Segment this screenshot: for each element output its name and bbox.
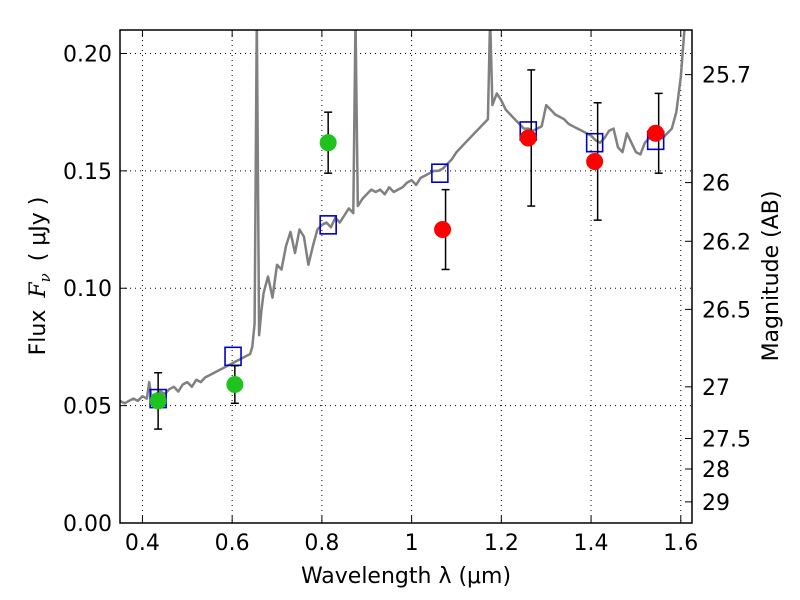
plot-frame xyxy=(119,29,693,524)
nir-point-2 xyxy=(586,152,604,170)
optical-point-0 xyxy=(149,392,167,410)
mag-tick-label-6: 28 xyxy=(702,458,730,483)
ticks-layer: 0.4 0.6 0.8 1 1.2 1.4 1.6 0.00 0.05 0.10 0.15 0.20 2… xyxy=(63,30,751,556)
nir-point-0 xyxy=(434,221,452,239)
y-tick-label-4: 0.20 xyxy=(63,42,112,67)
y-axis-label-right: Magnitude (AB) xyxy=(759,191,784,362)
plot-layer xyxy=(120,30,686,430)
model-square-2 xyxy=(319,215,337,235)
mag-tick-label-0: 25.7 xyxy=(702,64,751,89)
grid-layer xyxy=(120,30,692,524)
y-axis-label-left: FluxFν( μJy ) xyxy=(26,197,54,356)
y-tick-label-0: 0.00 xyxy=(63,512,112,537)
x-tick-label-3: 1 xyxy=(405,531,419,556)
mag-tick-label-1: 26 xyxy=(702,172,730,197)
x-tick-label-6: 1.6 xyxy=(663,531,698,556)
model-square-5 xyxy=(585,132,604,153)
x-tick-label-0: 0.4 xyxy=(125,531,160,556)
model-square-3 xyxy=(431,163,449,184)
mag-tick-label-5: 27.5 xyxy=(702,427,751,452)
y-tick-label-1: 0.05 xyxy=(63,395,112,420)
y-tick-label-3: 0.15 xyxy=(63,160,112,185)
optical-point-2 xyxy=(319,134,337,152)
x-tick-label-1: 0.6 xyxy=(215,531,250,556)
x-axis-label: Wavelength λ (μm) xyxy=(301,564,511,589)
mag-tick-label-7: 29 xyxy=(702,491,730,516)
nir-point-1 xyxy=(519,129,537,147)
mag-tick-label-2: 26.2 xyxy=(702,230,751,255)
x-tick-label-2: 0.8 xyxy=(304,531,339,556)
nir-point-3 xyxy=(647,124,665,142)
mag-tick-label-4: 27 xyxy=(702,376,730,401)
spectrum-line xyxy=(120,30,686,405)
x-tick-label-5: 1.4 xyxy=(574,531,609,556)
optical-point-1 xyxy=(226,375,244,393)
y-tick-label-2: 0.10 xyxy=(63,277,112,302)
clipped-series xyxy=(120,30,686,430)
x-tick-label-4: 1.2 xyxy=(484,531,519,556)
mag-tick-label-3: 26.5 xyxy=(702,298,751,323)
